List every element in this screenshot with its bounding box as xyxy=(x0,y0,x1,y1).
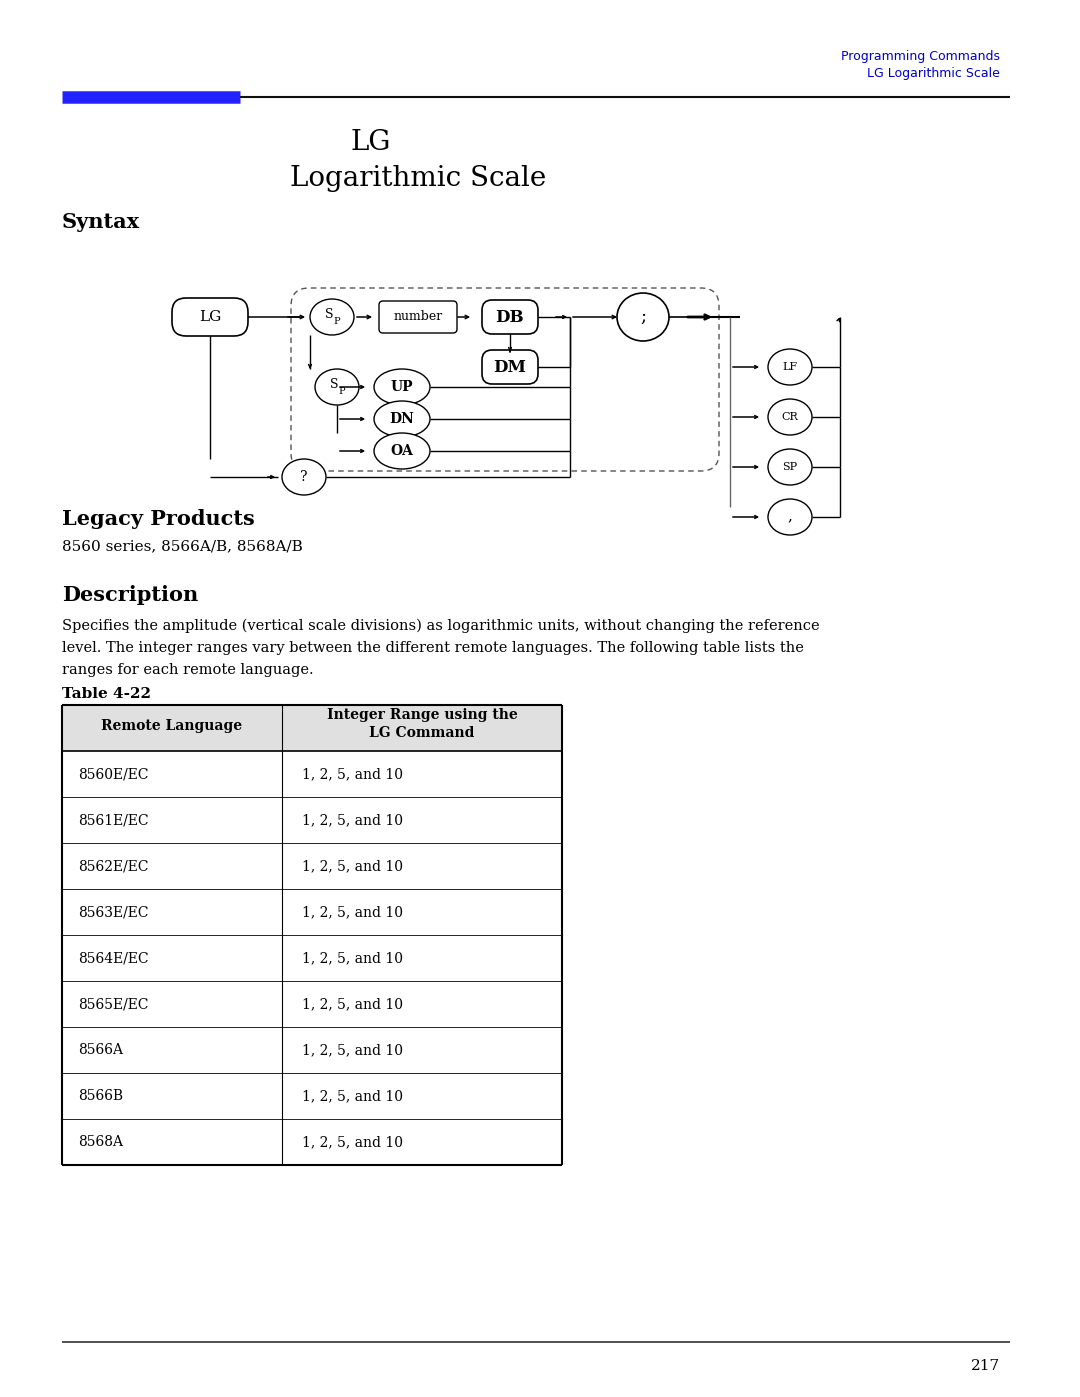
Text: DM: DM xyxy=(494,359,526,376)
Text: ,: , xyxy=(787,509,793,522)
Text: 1, 2, 5, and 10: 1, 2, 5, and 10 xyxy=(302,1090,403,1104)
Text: SP: SP xyxy=(782,462,797,472)
Text: level. The integer ranges vary between the different remote languages. The follo: level. The integer ranges vary between t… xyxy=(62,641,804,655)
Text: Legacy Products: Legacy Products xyxy=(62,509,255,529)
Text: 1, 2, 5, and 10: 1, 2, 5, and 10 xyxy=(302,905,403,919)
Ellipse shape xyxy=(617,293,669,341)
Ellipse shape xyxy=(315,369,359,405)
Text: 8561E/EC: 8561E/EC xyxy=(78,813,149,827)
Text: 8565E/EC: 8565E/EC xyxy=(78,997,149,1011)
Text: 8560 series, 8566A/B, 8568A/B: 8560 series, 8566A/B, 8568A/B xyxy=(62,539,302,553)
FancyBboxPatch shape xyxy=(172,298,248,337)
Text: 8563E/EC: 8563E/EC xyxy=(78,905,149,919)
Text: 1, 2, 5, and 10: 1, 2, 5, and 10 xyxy=(302,813,403,827)
Text: UP: UP xyxy=(391,380,414,394)
Text: 1, 2, 5, and 10: 1, 2, 5, and 10 xyxy=(302,1134,403,1148)
Text: 8564E/EC: 8564E/EC xyxy=(78,951,149,965)
Text: Programming Commands: Programming Commands xyxy=(841,50,1000,63)
Ellipse shape xyxy=(374,401,430,437)
Text: 8568A: 8568A xyxy=(78,1134,123,1148)
Text: CR: CR xyxy=(782,412,798,422)
Text: 8566B: 8566B xyxy=(78,1090,123,1104)
Text: DB: DB xyxy=(496,309,524,326)
Ellipse shape xyxy=(310,299,354,335)
Text: ?: ? xyxy=(300,469,308,483)
Text: LG: LG xyxy=(350,129,390,156)
Text: LF: LF xyxy=(782,362,797,372)
Bar xyxy=(62,705,562,752)
FancyBboxPatch shape xyxy=(482,351,538,384)
Text: 8560E/EC: 8560E/EC xyxy=(78,767,149,781)
FancyBboxPatch shape xyxy=(482,300,538,334)
Text: 217: 217 xyxy=(971,1359,1000,1373)
Ellipse shape xyxy=(374,369,430,405)
FancyBboxPatch shape xyxy=(291,288,719,471)
Text: ;: ; xyxy=(640,307,646,326)
Text: Remote Language: Remote Language xyxy=(102,719,243,733)
Text: Table 4-22: Table 4-22 xyxy=(62,687,151,701)
Ellipse shape xyxy=(768,448,812,485)
Text: OA: OA xyxy=(391,444,414,458)
Ellipse shape xyxy=(282,460,326,495)
Ellipse shape xyxy=(768,400,812,434)
Text: S: S xyxy=(329,379,338,391)
Text: P: P xyxy=(334,317,340,326)
Text: Syntax: Syntax xyxy=(62,212,140,232)
Text: Logarithmic Scale: Logarithmic Scale xyxy=(291,165,546,191)
Text: LG Logarithmic Scale: LG Logarithmic Scale xyxy=(867,67,1000,80)
Ellipse shape xyxy=(768,349,812,386)
Text: 1, 2, 5, and 10: 1, 2, 5, and 10 xyxy=(302,1044,403,1058)
Ellipse shape xyxy=(374,433,430,469)
Text: ranges for each remote language.: ranges for each remote language. xyxy=(62,664,313,678)
Text: 1, 2, 5, and 10: 1, 2, 5, and 10 xyxy=(302,859,403,873)
Text: LG: LG xyxy=(199,310,221,324)
Text: 1, 2, 5, and 10: 1, 2, 5, and 10 xyxy=(302,951,403,965)
Text: 8566A: 8566A xyxy=(78,1044,123,1058)
Text: 8562E/EC: 8562E/EC xyxy=(78,859,149,873)
Text: Description: Description xyxy=(62,585,199,605)
FancyBboxPatch shape xyxy=(379,300,457,332)
Text: Integer Range using the
LG Command: Integer Range using the LG Command xyxy=(326,708,517,740)
Text: 1, 2, 5, and 10: 1, 2, 5, and 10 xyxy=(302,997,403,1011)
Ellipse shape xyxy=(768,499,812,535)
Text: S: S xyxy=(325,309,334,321)
Text: 1, 2, 5, and 10: 1, 2, 5, and 10 xyxy=(302,767,403,781)
Text: Specifies the amplitude (vertical scale divisions) as logarithmic units, without: Specifies the amplitude (vertical scale … xyxy=(62,619,820,633)
Text: P: P xyxy=(339,387,346,395)
Text: DN: DN xyxy=(390,412,415,426)
Text: number: number xyxy=(393,310,443,324)
